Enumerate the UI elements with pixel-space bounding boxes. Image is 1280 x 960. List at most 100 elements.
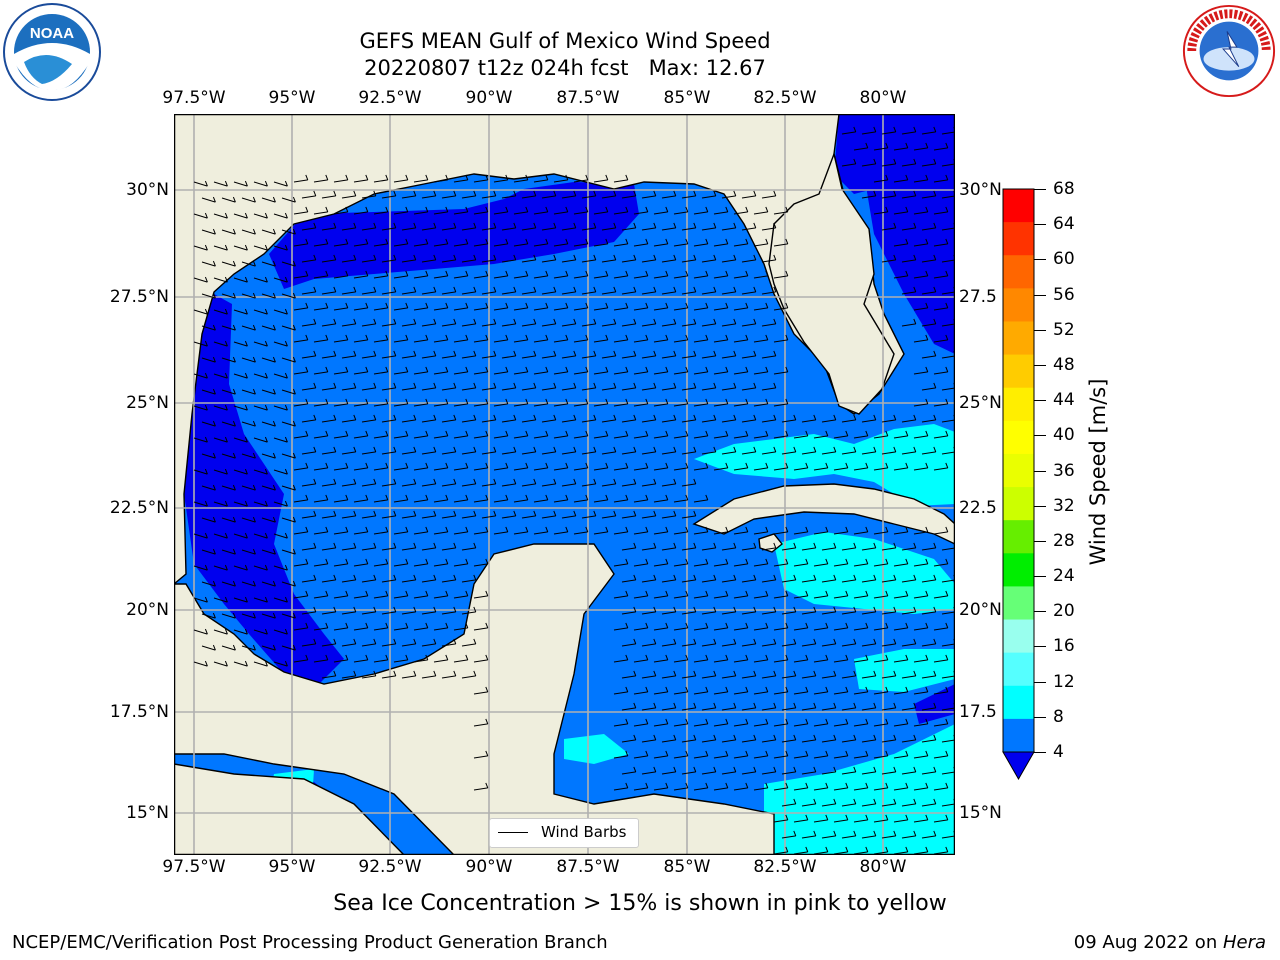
wind-barb xyxy=(913,558,929,567)
wind-zone-west-coast xyxy=(184,294,344,684)
wind-barb xyxy=(453,238,469,247)
wind-barb xyxy=(413,494,429,503)
wind-barb xyxy=(381,670,397,679)
wind-barb xyxy=(501,222,517,231)
wind-barb xyxy=(921,798,937,807)
wind-barb xyxy=(793,686,809,695)
wind-barb xyxy=(353,334,369,343)
wind-barb xyxy=(693,366,709,375)
wind-barb xyxy=(881,830,897,839)
colorbar-swatch xyxy=(1003,652,1034,687)
colorbar-tick-mark xyxy=(1034,224,1046,226)
wind-barb xyxy=(761,606,777,615)
wind-barb xyxy=(201,580,216,587)
wind-barb xyxy=(661,414,677,423)
wind-barb xyxy=(913,462,929,471)
colorbar-tick-label: 32 xyxy=(1053,495,1075,516)
wind-barb xyxy=(613,174,629,183)
wind-barb xyxy=(281,196,296,203)
wind-barb xyxy=(773,430,789,439)
wind-barb xyxy=(281,452,296,459)
wind-barb xyxy=(901,446,917,455)
wind-barb xyxy=(301,350,317,359)
wind-barb xyxy=(273,532,288,539)
wind-barb xyxy=(521,222,537,231)
wind-barb xyxy=(433,238,449,247)
wind-barb xyxy=(921,542,937,551)
wind-barb xyxy=(813,622,829,631)
wind-barb xyxy=(761,254,777,263)
wind-barb xyxy=(593,366,609,375)
wind-barb xyxy=(553,206,569,215)
wind-barb xyxy=(753,654,769,663)
wind-barb xyxy=(441,478,457,487)
wind-barb xyxy=(641,478,657,487)
wind-barb xyxy=(341,350,357,359)
wind-barb xyxy=(621,606,637,615)
wind-barb xyxy=(241,612,256,619)
wind-barb xyxy=(893,590,909,599)
wind-barb xyxy=(853,782,869,791)
wind-barb xyxy=(821,670,837,679)
wind-barb xyxy=(693,782,709,791)
wind-barb xyxy=(233,468,248,475)
wind-barb xyxy=(673,270,689,279)
wind-barb xyxy=(873,654,889,663)
wind-barb xyxy=(861,606,877,615)
wind-barb xyxy=(593,270,609,279)
wind-barb xyxy=(381,606,397,615)
wind-barb xyxy=(453,558,469,567)
wind-barb xyxy=(693,462,709,471)
wind-barb xyxy=(781,446,797,455)
wind-barb xyxy=(773,366,789,375)
wind-barb xyxy=(753,430,769,439)
colorbar-swatch xyxy=(1003,222,1034,256)
colorbar-tick-label: 24 xyxy=(1053,566,1075,587)
colorbar-tick-label: 64 xyxy=(1053,214,1075,235)
wind-barb xyxy=(933,366,949,375)
wind-barb xyxy=(301,222,317,231)
wind-barb xyxy=(621,542,637,551)
colorbar-swatch xyxy=(1003,487,1034,521)
wind-barb xyxy=(913,814,929,823)
wind-barb xyxy=(881,126,897,135)
wind-barb xyxy=(333,430,349,439)
wind-barb xyxy=(641,254,657,263)
wind-barb xyxy=(233,180,248,187)
wind-barb xyxy=(541,478,557,487)
wind-barbs xyxy=(193,126,955,855)
wind-barb xyxy=(913,174,929,183)
wind-barb xyxy=(513,302,529,311)
wind-barb xyxy=(901,158,917,167)
wind-barb xyxy=(913,238,929,247)
lon-tick-bottom: 80°W xyxy=(859,857,907,877)
wind-barb xyxy=(821,830,837,839)
wind-barb xyxy=(213,404,228,411)
wind-barb xyxy=(553,526,569,535)
wind-barb xyxy=(921,414,937,423)
wind-barb xyxy=(593,462,609,471)
wind-barb xyxy=(213,180,228,187)
wind-barb xyxy=(693,334,709,343)
wind-barb xyxy=(433,366,449,375)
wind-barb xyxy=(933,302,949,311)
wind-barb xyxy=(633,558,649,567)
wind-barb xyxy=(461,350,477,359)
wind-barb xyxy=(713,590,729,599)
wind-barb xyxy=(333,526,349,535)
wind-barb xyxy=(281,228,296,235)
lon-tick-top: 95°W xyxy=(268,88,316,108)
wind-barb xyxy=(673,590,689,599)
wind-barb xyxy=(841,126,857,135)
wind-barb xyxy=(933,654,949,663)
wind-barb xyxy=(841,446,857,455)
noaa-logo: NOAA xyxy=(3,3,101,101)
wind-barb xyxy=(293,462,309,471)
wind-barb xyxy=(621,190,637,199)
wind-barb xyxy=(261,228,276,235)
wind-barb xyxy=(253,404,268,411)
wind-barb xyxy=(513,270,529,279)
wind-barb xyxy=(721,190,737,199)
wind-barb xyxy=(633,366,649,375)
wind-barb xyxy=(453,174,469,183)
